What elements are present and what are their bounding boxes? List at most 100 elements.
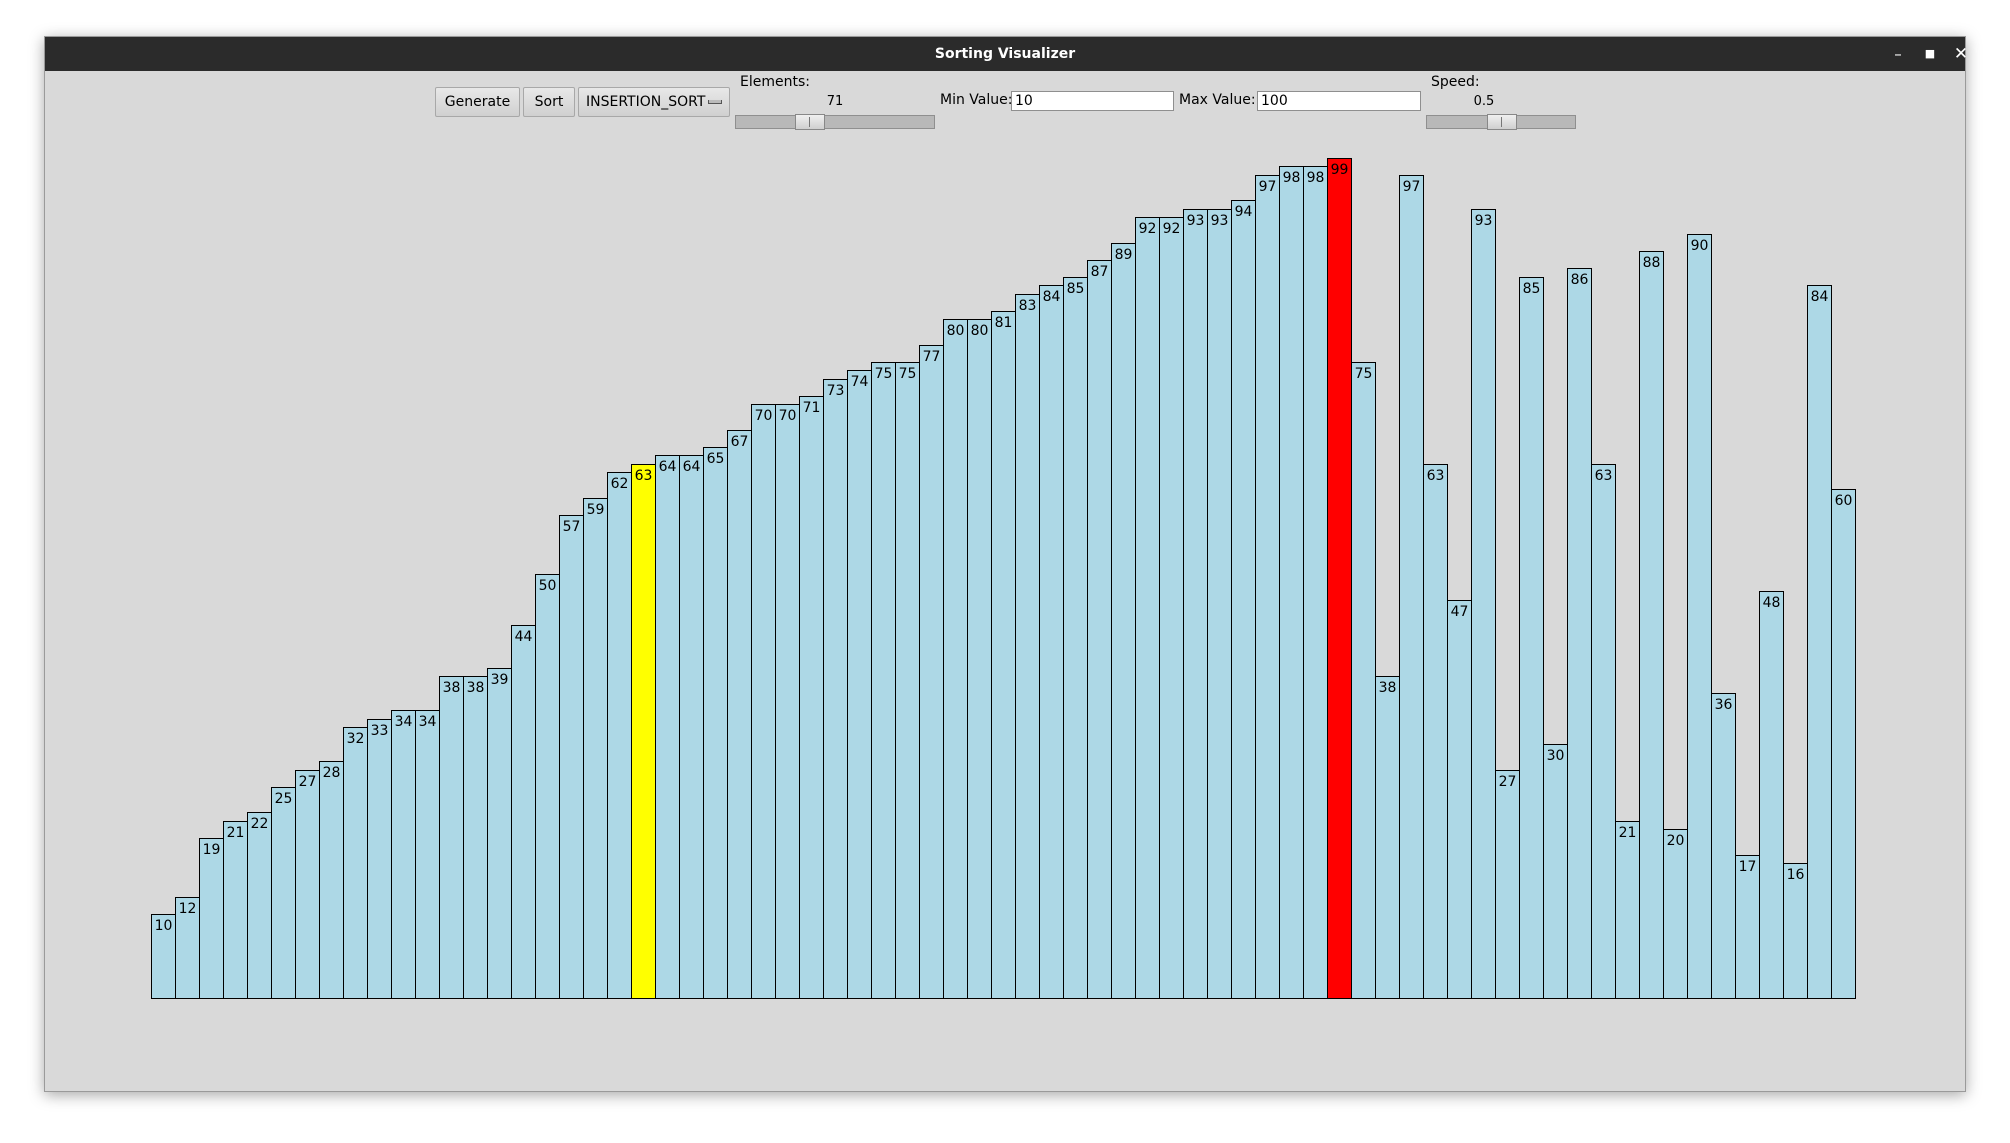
bar: 63 xyxy=(631,463,656,999)
bar-label: 38 xyxy=(1378,680,1397,696)
bar-label: 63 xyxy=(1594,467,1613,484)
bar-label: 17 xyxy=(1738,858,1757,875)
bar: 20 xyxy=(1663,829,1688,999)
bar: 21 xyxy=(1615,820,1640,999)
bar: 98 xyxy=(1279,166,1304,999)
bar-label: 64 xyxy=(682,459,701,475)
bar: 70 xyxy=(775,404,800,999)
bar-label: 12 xyxy=(178,901,197,917)
bar: 92 xyxy=(1135,217,1160,999)
bar-label: 98 xyxy=(1306,170,1325,186)
bar: 70 xyxy=(751,404,776,999)
bar: 80 xyxy=(967,319,992,999)
bar-label: 98 xyxy=(1282,170,1301,186)
close-icon[interactable]: ✕ xyxy=(1953,44,1969,64)
bar: 77 xyxy=(919,344,944,999)
bar-label: 80 xyxy=(946,323,965,339)
bar: 86 xyxy=(1567,268,1592,999)
bar: 38 xyxy=(463,676,488,999)
bar-label: 62 xyxy=(610,476,629,492)
speed-slider[interactable] xyxy=(1426,114,1576,130)
bar: 93 xyxy=(1207,208,1232,999)
bar: 85 xyxy=(1519,276,1544,999)
bar: 99 xyxy=(1327,157,1352,999)
bar-label: 38 xyxy=(466,680,485,696)
elements-slider[interactable] xyxy=(735,114,935,130)
elements-slider-handle[interactable] xyxy=(795,114,825,130)
bar-label: 85 xyxy=(1066,280,1085,297)
bar: 27 xyxy=(1495,769,1520,999)
bar-label: 28 xyxy=(322,765,341,781)
bar-label: 50 xyxy=(538,578,557,594)
bar: 89 xyxy=(1111,242,1136,999)
bar-label: 93 xyxy=(1186,212,1205,229)
bar: 30 xyxy=(1543,744,1568,999)
bar: 90 xyxy=(1687,234,1712,999)
bar: 92 xyxy=(1159,217,1184,999)
bar-label: 34 xyxy=(418,714,437,730)
bar: 93 xyxy=(1471,208,1496,999)
bar-label: 44 xyxy=(514,629,533,645)
bar-label: 93 xyxy=(1210,212,1229,229)
bar-label: 74 xyxy=(850,374,869,390)
bar-label: 27 xyxy=(298,773,317,790)
bar-label: 60 xyxy=(1834,493,1853,509)
bar-label: 85 xyxy=(1522,280,1541,297)
bar-label: 97 xyxy=(1258,178,1277,195)
bar-label: 83 xyxy=(1018,297,1037,314)
bar: 17 xyxy=(1735,854,1760,999)
bar-label: 71 xyxy=(802,399,821,416)
bar: 71 xyxy=(799,395,824,999)
bar: 81 xyxy=(991,310,1016,999)
bar-label: 70 xyxy=(754,408,773,424)
maximize-icon[interactable]: ■ xyxy=(1924,47,1936,60)
speed-value: 0.5 xyxy=(1473,94,1495,109)
bar: 57 xyxy=(559,514,584,999)
bar-label: 90 xyxy=(1690,238,1709,254)
elements-label: Elements: xyxy=(740,74,810,90)
bar-label: 57 xyxy=(562,518,581,535)
bar: 67 xyxy=(727,429,752,999)
bar: 63 xyxy=(1423,463,1448,999)
bar-label: 97 xyxy=(1402,178,1421,195)
bar-label: 36 xyxy=(1714,697,1733,713)
bar-label: 39 xyxy=(490,671,509,688)
bar-label: 87 xyxy=(1090,263,1109,280)
max-value-input[interactable] xyxy=(1257,91,1421,111)
title-bar[interactable]: Sorting Visualizer – ■ ✕ xyxy=(45,37,1968,71)
bar: 59 xyxy=(583,497,608,999)
bar: 38 xyxy=(439,676,464,999)
sort-button[interactable]: Sort xyxy=(523,87,575,117)
bar-label: 89 xyxy=(1114,246,1133,263)
generate-button[interactable]: Generate xyxy=(435,87,520,117)
algorithm-dropdown[interactable]: INSERTION_SORT xyxy=(578,87,730,117)
bar-label: 38 xyxy=(442,680,461,696)
bar-label: 93 xyxy=(1474,212,1493,229)
speed-label: Speed: xyxy=(1431,74,1480,90)
bar-label: 65 xyxy=(706,450,725,467)
bar: 10 xyxy=(151,914,176,999)
min-value-input[interactable] xyxy=(1011,91,1174,111)
bar: 32 xyxy=(343,727,368,999)
speed-slider-handle[interactable] xyxy=(1487,114,1517,130)
bar: 94 xyxy=(1231,200,1256,999)
bar-label: 86 xyxy=(1570,272,1589,288)
minimize-icon[interactable]: – xyxy=(1894,45,1902,63)
bar: 83 xyxy=(1015,293,1040,999)
bar: 64 xyxy=(679,455,704,999)
bar-label: 94 xyxy=(1234,204,1253,220)
app-window: Sorting Visualizer – ■ ✕ Generate Sort I… xyxy=(44,36,1968,1092)
bar-label: 70 xyxy=(778,408,797,424)
bar: 19 xyxy=(199,837,224,999)
bar: 73 xyxy=(823,378,848,999)
bar-label: 25 xyxy=(274,790,293,807)
bar-label: 64 xyxy=(658,459,677,475)
dropdown-arrow-icon xyxy=(708,100,722,104)
bar: 75 xyxy=(871,361,896,999)
bar-label: 59 xyxy=(586,501,605,518)
bar-label: 33 xyxy=(370,722,389,739)
bar: 48 xyxy=(1759,591,1784,999)
bar-label: 19 xyxy=(202,841,221,858)
bar-label: 48 xyxy=(1762,595,1781,611)
elements-value: 71 xyxy=(826,94,844,109)
